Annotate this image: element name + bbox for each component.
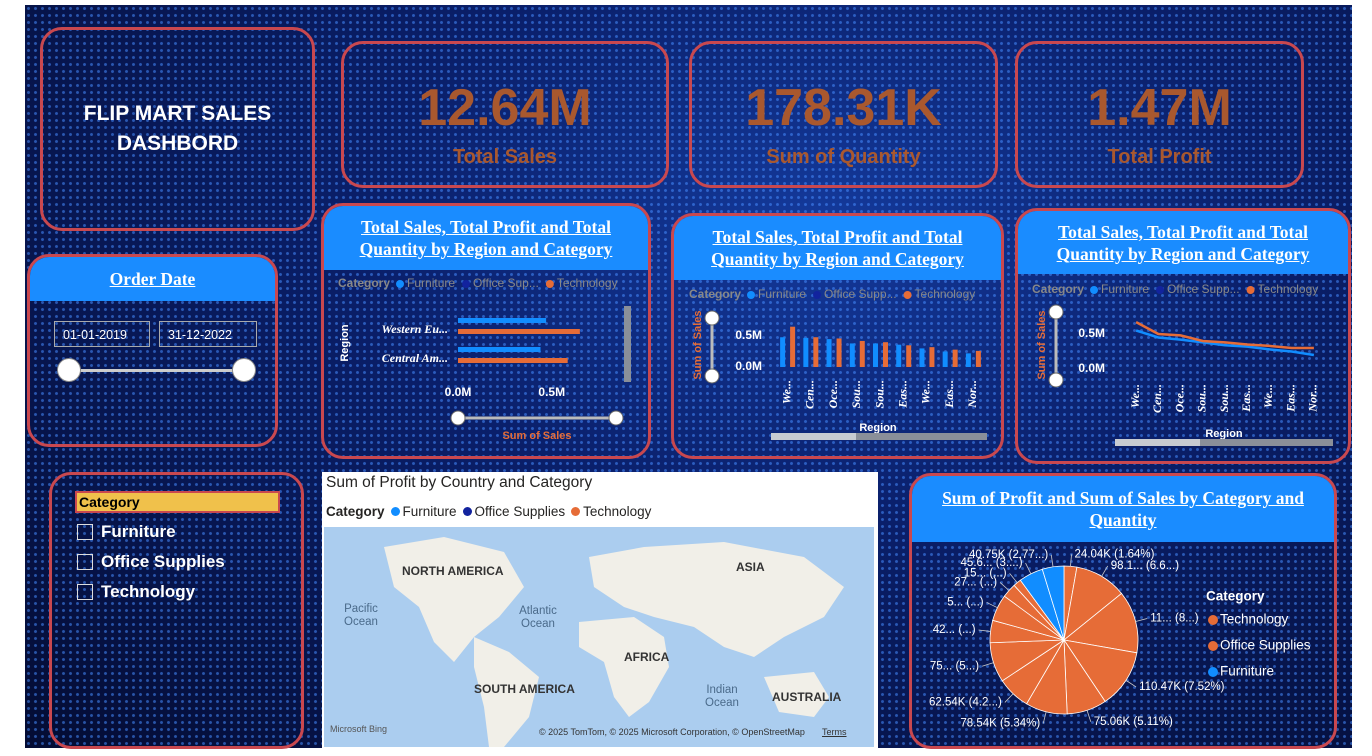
checkbox[interactable] — [77, 524, 93, 540]
start-date[interactable]: 01-01-2019 — [54, 321, 150, 347]
legend-label: Furniture — [402, 504, 457, 519]
kpi-label: Total Profit — [1107, 146, 1212, 168]
chart-title: Sum of Profit and Sum of Sales by Catego… — [912, 476, 1334, 542]
legend-item[interactable]: Office Supplies — [462, 504, 566, 519]
legend-item[interactable]: Technology — [571, 504, 651, 519]
kpi-card: 1.47M Total Profit — [1015, 41, 1304, 188]
kpi-label: Sum of Quantity — [766, 146, 921, 168]
slicer-title: Order Date — [30, 257, 275, 301]
slicer-item[interactable]: Office Supplies — [101, 552, 225, 571]
checkbox[interactable] — [77, 584, 93, 600]
map-attribution: © 2025 TomTom, © 2025 Microsoft Corporat… — [539, 727, 805, 737]
kpi-label: Total Sales — [452, 146, 558, 168]
dashboard-title: FLIP MART SALES DASHBORD — [83, 102, 272, 155]
chart-card: Total Sales, Total Profit and Total Quan… — [1015, 208, 1351, 464]
kpi-card: 178.31K Sum of Quantity — [689, 41, 998, 188]
legend-label: Office Supplies — [474, 504, 566, 519]
map[interactable] — [324, 527, 874, 747]
continent-label: AFRICA — [624, 650, 670, 664]
chart-title: Total Sales, Total Profit and Total Quan… — [324, 206, 648, 270]
slider-track — [70, 369, 244, 372]
map-terms[interactable]: Terms — [822, 727, 847, 737]
slicer-item[interactable]: Furniture — [101, 522, 176, 541]
legend-dot — [571, 507, 581, 516]
kpi-value: 12.64M — [418, 79, 592, 137]
category-slicer: Category Furniture Office Supplies Technol… — [49, 472, 304, 749]
map-legend: Category Furniture Office Supplies Technolo… — [326, 504, 651, 519]
legend-dot — [390, 507, 400, 516]
ocean-label: Atlantic Ocean — [519, 605, 557, 630]
chart-title: Total Sales, Total Profit and Total Quan… — [674, 216, 1001, 280]
chart-card: Sum of Profit and Sum of Sales by Catego… — [909, 473, 1337, 749]
slider-handle[interactable] — [57, 358, 81, 382]
legend-dot — [462, 507, 472, 516]
title-card: FLIP MART SALES DASHBORD — [40, 27, 315, 231]
legend-title: Category — [326, 504, 385, 519]
kpi-card: 12.64M Total Sales — [341, 41, 669, 188]
chart-title: Total Sales, Total Profit and Total Quan… — [1018, 211, 1348, 274]
slicer-item[interactable]: Technology — [101, 582, 196, 601]
legend-item[interactable]: Furniture — [390, 504, 457, 519]
ocean-label: Indian Ocean — [705, 684, 739, 709]
date-slicer: Order Date 01-01-2019 31-12-2022 — [27, 254, 278, 447]
end-date[interactable]: 31-12-2022 — [159, 321, 257, 347]
legend-label: Technology — [583, 504, 652, 519]
map-card: Sum of Profit by Country and Category Ca… — [322, 472, 878, 748]
kpi-value: 178.31K — [745, 79, 942, 137]
kpi-value: 1.47M — [1087, 79, 1232, 137]
continent-label: NORTH AMERICA — [402, 564, 504, 578]
checkbox[interactable] — [77, 554, 93, 570]
continent-label: SOUTH AMERICA — [474, 682, 575, 696]
ocean-label: Pacific Ocean — [344, 603, 378, 628]
continent-label: AUSTRALIA — [772, 690, 842, 704]
dropdown[interactable]: Category — [75, 491, 280, 513]
continent-label: ASIA — [736, 560, 765, 574]
map-brand: Microsoft Bing — [330, 724, 388, 734]
chart-card: Total Sales, Total Profit and Total Quan… — [671, 213, 1004, 459]
chart-card: Total Sales, Total Profit and Total Quan… — [321, 203, 651, 459]
slider-handle[interactable] — [232, 358, 256, 382]
map-title: Sum of Profit by Country and Category — [326, 474, 593, 491]
